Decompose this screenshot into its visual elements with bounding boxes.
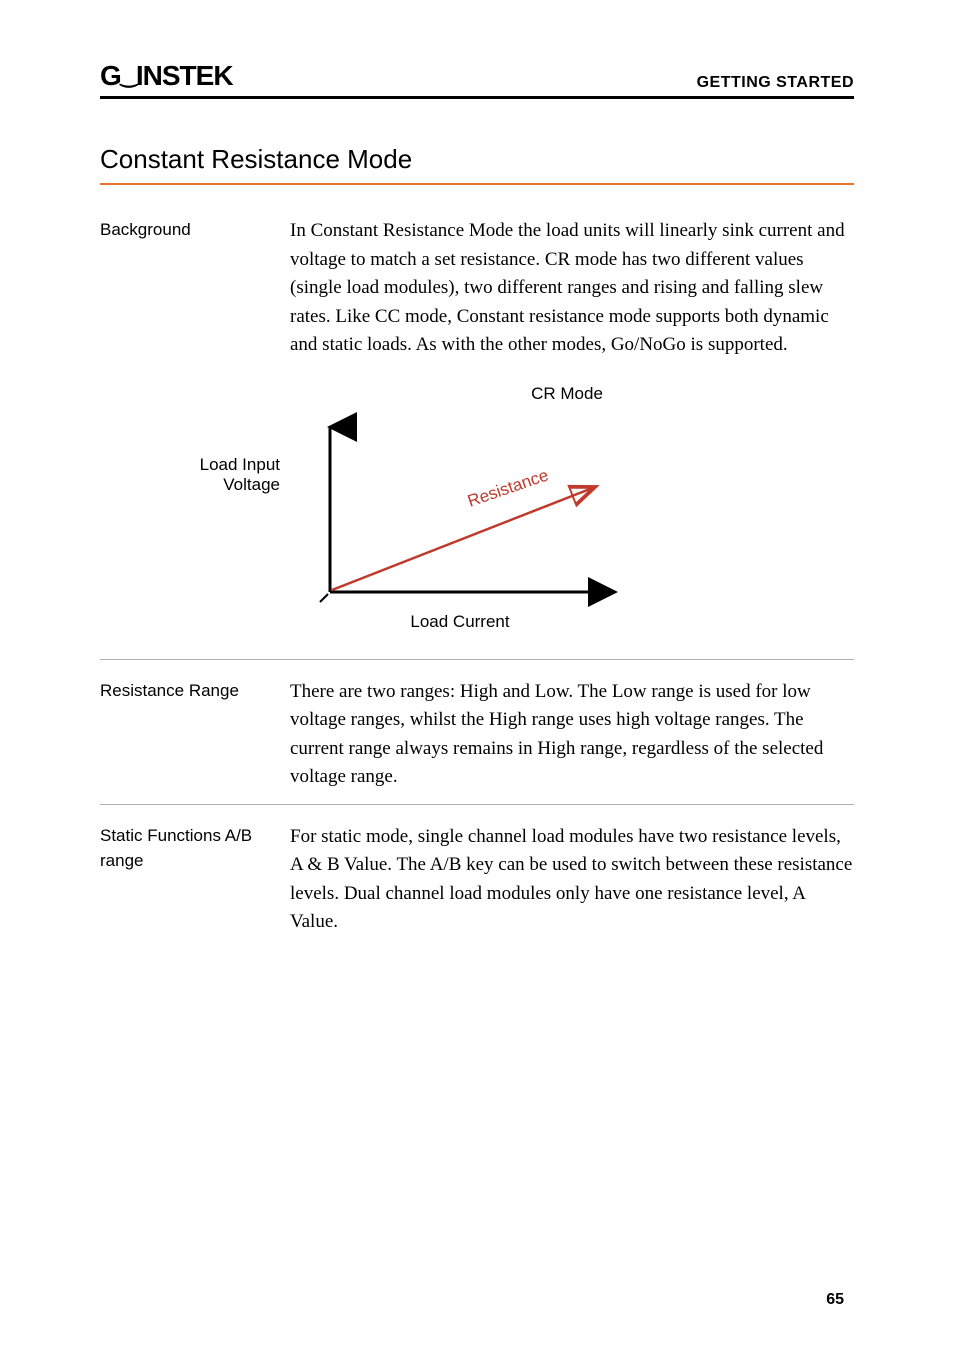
block-body: For static mode, single channel load mod… bbox=[290, 823, 854, 937]
brand-logo: G‿INSTEK bbox=[100, 60, 233, 92]
diagram-title: CR Mode bbox=[280, 384, 854, 404]
cr-mode-diagram: CR Mode Load Input Voltage bbox=[180, 384, 854, 647]
separator-2 bbox=[100, 804, 854, 805]
block-body: There are two ranges: High and Low. The … bbox=[290, 678, 854, 792]
block-label: Static Functions A/B range bbox=[100, 823, 290, 874]
block-body: In Constant Resistance Mode the load uni… bbox=[290, 217, 854, 360]
separator-1 bbox=[100, 659, 854, 660]
page-title: Constant Resistance Mode bbox=[100, 144, 854, 175]
block-label: Background bbox=[100, 217, 290, 243]
resistance-label: Resistance bbox=[465, 465, 551, 510]
y-axis-label-1: Load Input bbox=[200, 455, 281, 474]
section-label: GETTING STARTED bbox=[697, 74, 854, 92]
page-number: 65 bbox=[826, 1291, 844, 1309]
block-label: Resistance Range bbox=[100, 678, 290, 704]
y-axis-label-2: Voltage bbox=[223, 475, 280, 494]
x-axis-label: Load Current bbox=[410, 612, 510, 631]
content-block-background: Background In Constant Resistance Mode t… bbox=[100, 217, 854, 360]
content-block-resistance-range: Resistance Range There are two ranges: H… bbox=[100, 678, 854, 792]
diagram-svg: Load Input Voltage Resistance Load Curre… bbox=[180, 412, 700, 642]
title-underline bbox=[100, 183, 854, 185]
header-rule bbox=[100, 96, 854, 99]
content-block-static-functions: Static Functions A/B range For static mo… bbox=[100, 823, 854, 937]
resistance-line bbox=[332, 487, 595, 590]
